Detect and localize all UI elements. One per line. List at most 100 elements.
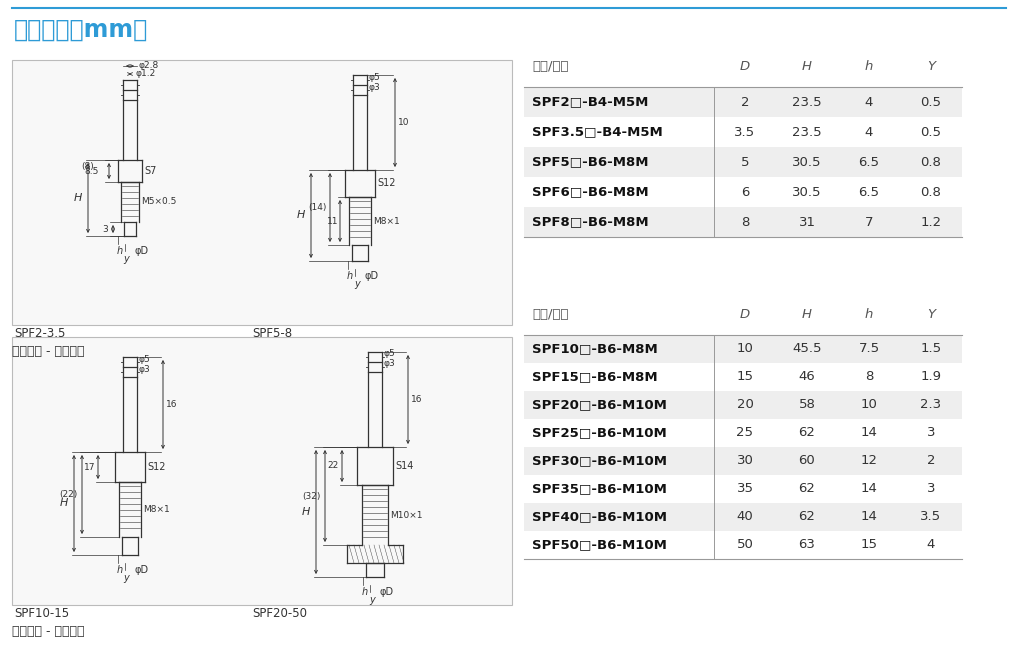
Text: S12: S12 — [377, 179, 396, 189]
Bar — [524, 47, 962, 87]
Text: 23.5: 23.5 — [792, 126, 822, 138]
Text: SPF15□-B6-M8M: SPF15□-B6-M8M — [532, 371, 658, 383]
Text: 2.3: 2.3 — [920, 398, 942, 411]
Text: SPF2-3.5: SPF2-3.5 — [14, 327, 65, 340]
Text: 4: 4 — [926, 538, 936, 552]
Text: 2: 2 — [741, 96, 749, 109]
Text: (8): (8) — [81, 162, 94, 172]
Text: 4: 4 — [865, 96, 873, 109]
Text: H: H — [73, 193, 82, 203]
Text: 62: 62 — [798, 510, 815, 523]
Text: y: y — [370, 595, 375, 605]
Text: 3: 3 — [926, 483, 936, 495]
Text: 17: 17 — [83, 462, 95, 472]
Text: φ3: φ3 — [139, 364, 151, 373]
Text: φD: φD — [135, 565, 149, 575]
Text: S14: S14 — [395, 461, 413, 471]
Text: 6.5: 6.5 — [858, 185, 880, 198]
Bar — [524, 207, 962, 237]
Text: y: y — [123, 573, 129, 583]
Text: 垂直方向 - 寶塔接頭: 垂直方向 - 寶塔接頭 — [12, 345, 84, 358]
Text: 8: 8 — [865, 371, 873, 383]
Text: 20: 20 — [737, 398, 753, 411]
Text: SPF40□-B6-M10M: SPF40□-B6-M10M — [532, 510, 667, 523]
Text: 15: 15 — [860, 538, 878, 552]
Bar — [524, 503, 962, 531]
Bar — [524, 419, 962, 447]
Text: SPF35□-B6-M10M: SPF35□-B6-M10M — [532, 483, 667, 495]
Text: 3: 3 — [102, 225, 108, 233]
Text: H: H — [301, 507, 310, 517]
Text: φD: φD — [365, 271, 379, 281]
Text: 7: 7 — [864, 215, 873, 229]
Text: 2: 2 — [926, 455, 936, 468]
Text: 22: 22 — [328, 462, 339, 470]
Text: 12: 12 — [860, 455, 878, 468]
Text: Y: Y — [927, 60, 936, 73]
Text: h: h — [362, 587, 369, 597]
Text: 尺寸規格（mm）: 尺寸規格（mm） — [14, 18, 149, 42]
Text: φ5: φ5 — [369, 73, 381, 81]
Text: (14): (14) — [308, 203, 327, 212]
Text: 14: 14 — [860, 510, 878, 523]
Text: H: H — [802, 309, 812, 322]
Text: H: H — [802, 60, 812, 73]
Text: D: D — [740, 309, 750, 322]
Text: 3.5: 3.5 — [734, 126, 755, 138]
Text: D: D — [740, 60, 750, 73]
Text: 16: 16 — [166, 400, 177, 409]
Text: H: H — [60, 498, 68, 508]
Text: φ2.8: φ2.8 — [139, 62, 159, 71]
Text: 10: 10 — [737, 343, 753, 356]
Text: M8×1: M8×1 — [143, 505, 170, 514]
Text: y: y — [354, 279, 360, 289]
Text: 11: 11 — [327, 217, 338, 225]
Text: 3: 3 — [926, 426, 936, 440]
Text: 30.5: 30.5 — [792, 155, 822, 168]
Bar — [524, 363, 962, 391]
Text: 62: 62 — [798, 483, 815, 495]
Text: 31: 31 — [798, 215, 815, 229]
Text: 6.5: 6.5 — [858, 155, 880, 168]
Text: h: h — [865, 60, 873, 73]
Text: φ3: φ3 — [384, 360, 396, 369]
Text: 50: 50 — [737, 538, 753, 552]
Text: (22): (22) — [60, 490, 78, 499]
Text: 1.9: 1.9 — [920, 371, 942, 383]
Text: 15: 15 — [736, 371, 753, 383]
Text: 16: 16 — [411, 395, 422, 404]
Text: φD: φD — [380, 587, 394, 597]
Text: 40: 40 — [737, 510, 753, 523]
Text: SPF50□-B6-M10M: SPF50□-B6-M10M — [532, 538, 667, 552]
Text: 0.8: 0.8 — [920, 155, 942, 168]
Text: 63: 63 — [798, 538, 815, 552]
Text: 型號/尺寸: 型號/尺寸 — [532, 60, 568, 73]
Text: 60: 60 — [799, 455, 815, 468]
Text: SPF25□-B6-M10M: SPF25□-B6-M10M — [532, 426, 667, 440]
Text: h: h — [117, 246, 123, 256]
Bar — [524, 147, 962, 177]
Text: h: h — [117, 565, 123, 575]
Text: SPF2□-B4-M5M: SPF2□-B4-M5M — [532, 96, 648, 109]
Text: h: h — [347, 271, 353, 281]
Bar — [524, 117, 962, 147]
Text: 58: 58 — [798, 398, 815, 411]
Text: 46: 46 — [799, 371, 815, 383]
Text: SPF3.5□-B4-M5M: SPF3.5□-B4-M5M — [532, 126, 663, 138]
Text: 8: 8 — [741, 215, 749, 229]
Bar — [524, 391, 962, 419]
Text: 8.5: 8.5 — [84, 166, 99, 176]
Text: 0.5: 0.5 — [920, 96, 942, 109]
Text: φ5: φ5 — [384, 350, 396, 358]
Text: 10: 10 — [860, 398, 878, 411]
Text: SPF20-50: SPF20-50 — [252, 607, 307, 620]
Text: 7.5: 7.5 — [858, 343, 880, 356]
Text: 62: 62 — [798, 426, 815, 440]
Text: φ5: φ5 — [139, 354, 151, 364]
Text: SPF20□-B6-M10M: SPF20□-B6-M10M — [532, 398, 667, 411]
Text: 3.5: 3.5 — [920, 510, 942, 523]
Text: 垂直方向 - 寶塔接頭: 垂直方向 - 寶塔接頭 — [12, 625, 84, 638]
Text: M5×0.5: M5×0.5 — [142, 198, 176, 206]
Text: h: h — [865, 309, 873, 322]
Text: SPF8□-B6-M8M: SPF8□-B6-M8M — [532, 215, 648, 229]
